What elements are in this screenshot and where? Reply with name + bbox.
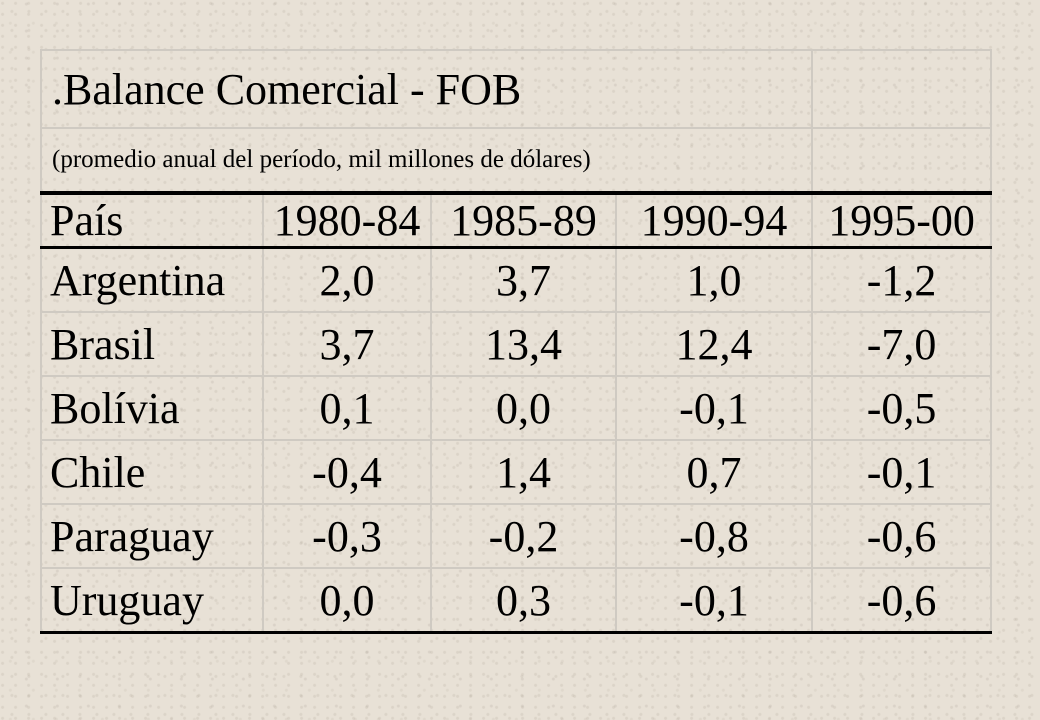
value-cell: -1,2	[811, 246, 993, 313]
value-cell: -0,8	[614, 503, 814, 569]
country-cell: Uruguay	[40, 567, 264, 634]
value-cell: -0,5	[811, 375, 993, 441]
column-header-1980-84: 1980-84	[262, 192, 432, 249]
title-empty-cell	[811, 49, 993, 129]
column-header-country: País	[40, 192, 264, 249]
table-row: Argentina 2,0 3,7 1,0 -1,2	[40, 246, 993, 313]
table-row: Uruguay 0,0 0,3 -0,1 -0,6	[40, 567, 993, 634]
table-row: Paraguay -0,3 -0,2 -0,8 -0,6	[40, 503, 993, 569]
value-cell: 2,0	[262, 246, 432, 313]
value-cell: -0,6	[811, 503, 993, 569]
value-cell: 1,4	[430, 439, 617, 505]
subtitle-empty-cell	[811, 127, 993, 195]
table-row: Brasil 3,7 13,4 12,4 -7,0	[40, 311, 993, 377]
value-cell: -0,3	[262, 503, 432, 569]
value-cell: -0,6	[811, 567, 993, 634]
value-cell: 13,4	[430, 311, 617, 377]
column-header-1985-89: 1985-89	[430, 192, 617, 249]
value-cell: 0,0	[430, 375, 617, 441]
country-cell: Chile	[40, 439, 264, 505]
column-header-1995-00: 1995-00	[811, 192, 993, 249]
value-cell: -0,1	[614, 375, 814, 441]
value-cell: -0,2	[430, 503, 617, 569]
value-cell: -0,1	[614, 567, 814, 634]
table-title: .Balance Comercial - FOB	[39, 49, 814, 129]
table-subtitle: (promedio anual del período, mil millone…	[39, 127, 814, 195]
value-cell: 3,7	[430, 246, 617, 313]
value-cell: 3,7	[262, 311, 432, 377]
country-cell: Bolívia	[40, 375, 264, 441]
country-cell: Brasil	[40, 311, 264, 377]
title-row: .Balance Comercial - FOB	[39, 49, 993, 129]
value-cell: 0,0	[262, 567, 432, 634]
value-cell: -7,0	[811, 311, 993, 377]
value-cell: 1,0	[614, 246, 814, 313]
country-cell: Paraguay	[40, 503, 264, 569]
value-cell: 0,3	[430, 567, 617, 634]
trade-balance-table: .Balance Comercial - FOB (promedio anual…	[39, 49, 993, 634]
subtitle-row: (promedio anual del período, mil millone…	[39, 127, 993, 195]
table-row: Bolívia 0,1 0,0 -0,1 -0,5	[40, 375, 993, 441]
value-cell: -0,4	[262, 439, 432, 505]
value-cell: 12,4	[614, 311, 814, 377]
value-cell: 0,1	[262, 375, 432, 441]
value-cell: 0,7	[614, 439, 814, 505]
column-header-1990-94: 1990-94	[614, 192, 814, 249]
country-cell: Argentina	[40, 246, 264, 313]
header-row: País 1980-84 1985-89 1990-94 1995-00	[40, 192, 993, 249]
table-row: Chile -0,4 1,4 0,7 -0,1	[40, 439, 993, 505]
value-cell: -0,1	[811, 439, 993, 505]
